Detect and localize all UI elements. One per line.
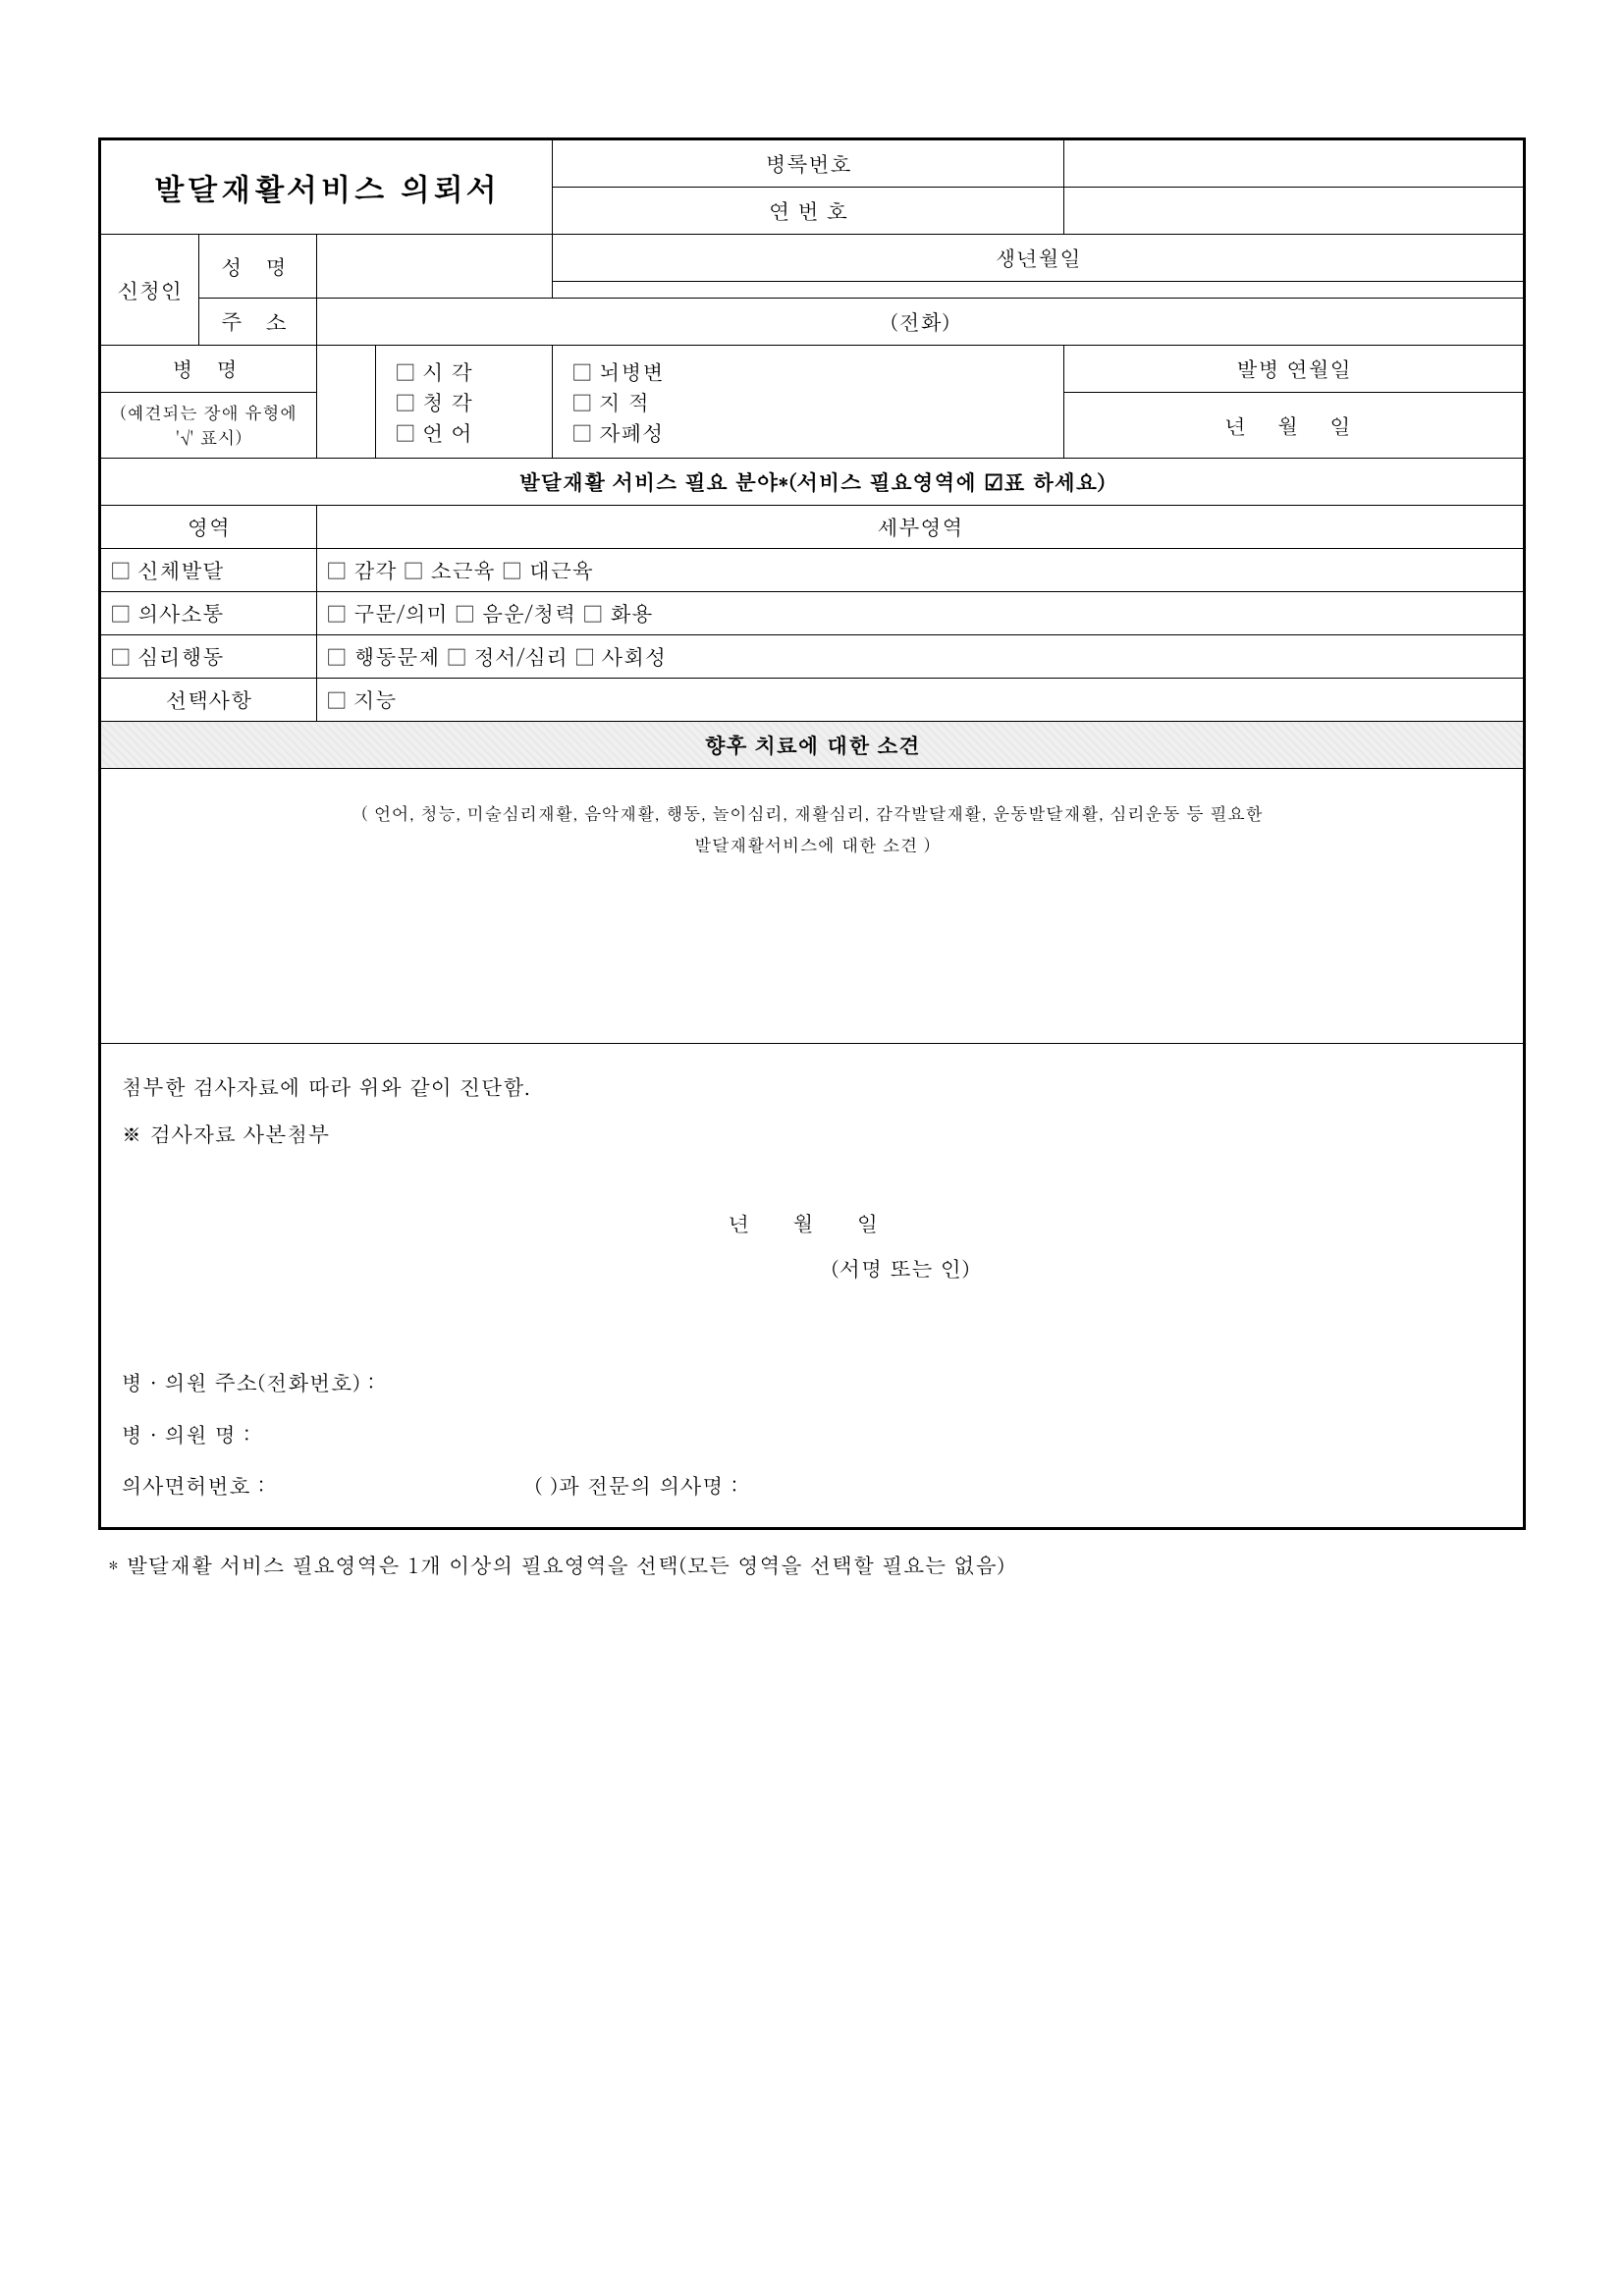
diagnosis-line1: 첨부한 검사자료에 따라 위와 같이 진단함.	[121, 1064, 1503, 1111]
date-signature-box: 년 월 일 (서명 또는 인)	[101, 1178, 1524, 1342]
birthdate-label: 생년월일	[553, 235, 1524, 282]
cb-hearing[interactable]: □ 청 각	[396, 387, 542, 417]
area-optional: 선택사항	[101, 679, 317, 722]
area-psych[interactable]: □ 심리행동	[101, 635, 317, 679]
onset-date[interactable]: 년 월 일	[1064, 393, 1524, 459]
hospital-box: 병 · 의원 주소(전화번호) : 병 · 의원 명 : 의사면허번호 : ( …	[101, 1342, 1524, 1528]
cb-intellectual[interactable]: □ 지 적	[572, 387, 1054, 417]
disease-name-value[interactable]	[317, 346, 376, 459]
record-no-label: 병록번호	[553, 140, 1064, 188]
cb-language[interactable]: □ 언 어	[396, 417, 542, 448]
area-physical[interactable]: □ 신체발달	[101, 549, 317, 592]
serial-no-value[interactable]	[1064, 188, 1524, 235]
subarea-optional[interactable]: □ 지능	[317, 679, 1524, 722]
hospital-addr[interactable]: 병 · 의원 주소(전화번호) :	[121, 1357, 1503, 1409]
onset-label: 발병 연월일	[1064, 346, 1524, 393]
disease-subtitle: (예견되는 장애 유형에 '√' 표시)	[101, 393, 317, 459]
name-value[interactable]	[317, 235, 553, 299]
disease-checkboxes-2[interactable]: □ 뇌병변 □ 지 적 □ 자폐성	[553, 346, 1064, 459]
record-no-value[interactable]	[1064, 140, 1524, 188]
disease-name-label: 병 명	[101, 346, 317, 393]
disease-checkboxes-1[interactable]: □ 시 각 □ 청 각 □ 언 어	[376, 346, 553, 459]
col-area: 영역	[101, 506, 317, 549]
form-title: 발달재활서비스 의뢰서	[101, 140, 553, 235]
main-table: 발달재활서비스 의뢰서 병록번호 연 번 호 신청인 성 명 생년월일 주 소 …	[100, 139, 1524, 1528]
address-phone[interactable]: (전화)	[317, 299, 1524, 346]
opinion-body[interactable]: ( 언어, 청능, 미술심리재활, 음악재활, 행동, 놀이심리, 재활심리, …	[101, 769, 1524, 1044]
diagnosis-box: 첨부한 검사자료에 따라 위와 같이 진단함. ※ 검사자료 사본첨부	[101, 1044, 1524, 1178]
col-subarea: 세부영역	[317, 506, 1524, 549]
cb-brain[interactable]: □ 뇌병변	[572, 356, 1054, 387]
hospital-name[interactable]: 병 · 의원 명 :	[121, 1409, 1503, 1461]
service-area-header: 발달재활 서비스 필요 분야*(서비스 필요영역에 ☑표 하세요)	[101, 459, 1524, 506]
subarea-comm[interactable]: □ 구문/의미 □ 음운/청력 □ 화용	[317, 592, 1524, 635]
footnote: * 발달재활 서비스 필요영역은 1개 이상의 필요영역을 선택(모든 영역을 …	[98, 1550, 1526, 1580]
diagnosis-line2: ※ 검사자료 사본첨부	[121, 1111, 1503, 1158]
opinion-hint: ( 언어, 청능, 미술심리재활, 음악재활, 행동, 놀이심리, 재활심리, …	[361, 801, 1263, 857]
birthdate-value[interactable]	[553, 282, 1524, 299]
form-container: 발달재활서비스 의뢰서 병록번호 연 번 호 신청인 성 명 생년월일 주 소 …	[98, 137, 1526, 1530]
hospital-license[interactable]: 의사면허번호 : ( )과 전문의 의사명 :	[121, 1460, 1503, 1512]
name-label: 성 명	[199, 235, 317, 299]
serial-no-label: 연 번 호	[553, 188, 1064, 235]
subarea-physical[interactable]: □ 감각 □ 소근육 □ 대근육	[317, 549, 1524, 592]
cb-visual[interactable]: □ 시 각	[396, 356, 542, 387]
signature-label: (서명 또는 인)	[831, 1253, 969, 1284]
opinion-header: 향후 치료에 대한 소견	[101, 722, 1524, 769]
area-comm[interactable]: □ 의사소통	[101, 592, 317, 635]
license-label: 의사면허번호 :	[121, 1470, 265, 1501]
phone-label: (전화)	[891, 306, 950, 337]
address-label: 주 소	[199, 299, 317, 346]
cb-autism[interactable]: □ 자폐성	[572, 417, 1054, 448]
date-ymd[interactable]: 년 월 일	[121, 1208, 1503, 1238]
subarea-psych[interactable]: □ 행동문제 □ 정서/심리 □ 사회성	[317, 635, 1524, 679]
specialist-label: ( )과 전문의 의사명 :	[534, 1470, 737, 1501]
applicant-label: 신청인	[101, 235, 199, 346]
